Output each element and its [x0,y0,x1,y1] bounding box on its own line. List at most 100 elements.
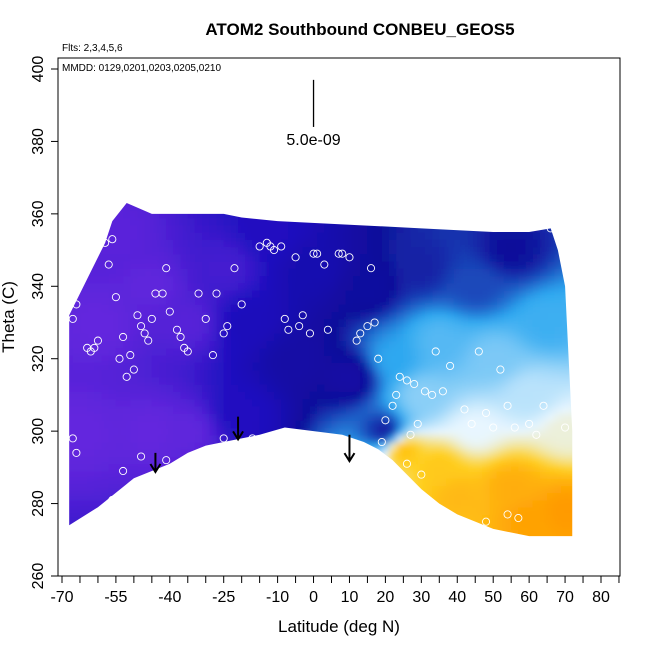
observation-point [108,495,117,505]
observation-point [144,336,153,345]
observation-point [75,521,85,530]
observation-point [402,376,412,385]
observation-point [460,405,469,414]
x-tick-label: -55 [104,589,127,606]
x-tick-label: 70 [556,589,574,606]
observation-point [255,242,264,251]
observation-point [428,390,437,399]
observation-point [122,372,131,381]
observation-point [546,224,555,233]
observation-point [489,423,498,432]
observation-point [406,430,415,439]
observation-point [395,372,404,381]
observation-point [126,351,135,360]
x-tick-label: 80 [592,589,610,606]
observation-point [320,260,329,269]
observation-point [413,419,422,428]
observation-point [431,347,440,356]
observation-point [104,260,113,269]
x-axis-label: Latitude (deg N) [278,617,400,636]
observation-point [208,351,217,360]
observation-point [172,325,182,334]
observation-point [503,510,512,519]
observation-point [162,456,171,465]
y-tick-label: 340 [30,273,47,300]
observation-point [108,235,117,244]
observation-point [313,249,322,258]
observation-point [438,387,447,396]
observation-point [381,416,390,425]
observation-point [248,434,257,443]
observation-point [514,514,523,523]
observation-point [223,322,232,331]
observation-point [503,401,512,410]
observation-point [374,354,383,363]
observation-point [467,419,476,428]
observation-point [280,314,289,323]
x-tick-label: 40 [448,589,466,606]
observation-point [90,343,99,352]
y-axis: 260 280 300 320 340 360 380 400 [30,56,58,589]
observation-point [510,423,519,432]
observation-point [474,347,483,356]
observation-point [212,289,221,298]
observation-point [309,249,318,258]
observation-point [140,329,149,338]
observation-point [298,311,307,320]
observation-point [180,456,189,465]
observation-point [119,332,128,342]
x-tick-label: 60 [520,589,538,606]
plot-frame [57,57,621,577]
observation-point [101,238,110,247]
observation-point [338,249,347,258]
x-tick-label: -25 [212,589,235,606]
observation-point [219,329,228,338]
dates-label: MMDD: 0129,0201,0203,0205,0210 [62,63,221,74]
observation-point [165,307,174,316]
observation-point [561,423,570,432]
observation-point [420,387,429,396]
observation-point [370,318,379,327]
y-tick-label: 360 [30,200,47,227]
y-tick-label: 320 [30,345,47,372]
observation-point [115,354,124,363]
observation-point [183,347,192,356]
profile-arrow [149,452,162,474]
x-tick-label: -40 [158,589,181,606]
observation-point [417,470,426,479]
observation-point [291,253,300,262]
observation-point [72,300,81,309]
x-tick-label: 20 [377,589,395,606]
observation-point [111,293,120,302]
y-tick-label: 280 [30,490,47,517]
observation-point [295,322,304,331]
observation-point [481,408,491,418]
observation-point [402,459,412,468]
observation-point [119,466,128,476]
observation-point [532,430,541,439]
observation-point [68,293,77,302]
observation-point [334,249,343,258]
observation-point [553,227,562,237]
observation-point [323,325,332,334]
observation-point [352,336,361,345]
x-tick-label: 50 [484,589,502,606]
y-tick-label: 400 [30,56,47,83]
chart-title: ATOM2 Southbound CONBEU_GEOS5 [205,20,514,39]
observation-point [363,322,372,331]
x-tick-label: 0 [309,589,318,606]
observation-point [345,253,354,262]
observation-point [392,390,401,399]
observation-points [68,224,570,530]
observation-point [539,401,548,410]
observation-point [269,246,279,255]
observation-point [137,452,146,461]
observation-point [194,289,203,298]
x-tick-label: 10 [341,589,359,606]
observation-point [377,437,386,447]
observation-point [481,517,491,526]
observation-point [446,361,455,371]
observation-point [176,332,185,342]
profile-arrows [149,416,356,474]
